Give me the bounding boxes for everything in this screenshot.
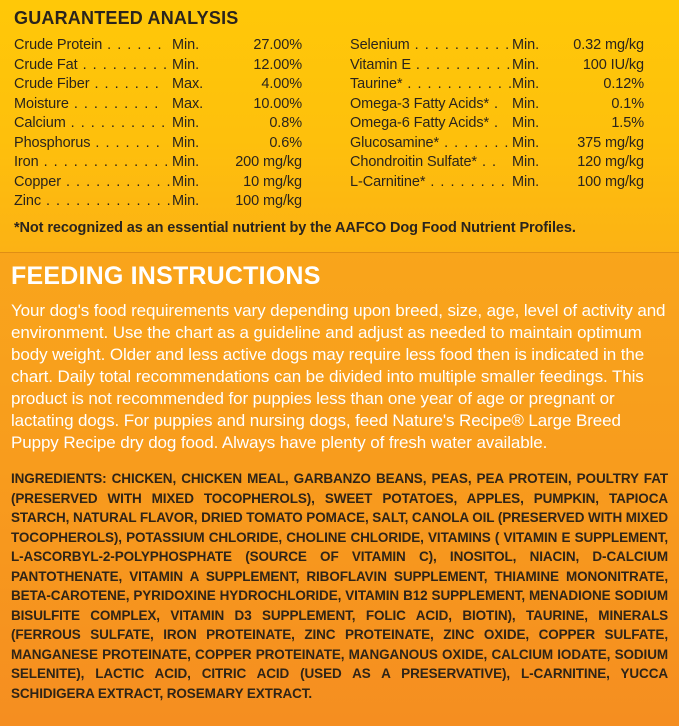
ingredients-label: INGREDIENTS: bbox=[11, 471, 107, 486]
nutrient-basis: Min. bbox=[172, 37, 199, 53]
nutrient-value: 100 mg/kg bbox=[235, 193, 302, 209]
nutrient-basis: Min. bbox=[512, 115, 539, 131]
dot-leader: . . . . . . . . . bbox=[73, 95, 160, 112]
dot-leader: . . . . . . . bbox=[95, 134, 161, 151]
nutrient-table-left: Crude Protein. . . . . . Min. 27.00% Cru… bbox=[14, 36, 302, 212]
nutrient-basis: Min. bbox=[172, 173, 199, 190]
nutrient-name: Iron. . . . . . . . . . . . . bbox=[14, 154, 170, 170]
guaranteed-analysis-section: GUARANTEED ANALYSIS Crude Protein. . . .… bbox=[0, 0, 679, 252]
dot-leader: . . . . . . bbox=[107, 37, 163, 53]
dot-leader: . . . . . . . . . . bbox=[70, 115, 167, 131]
nutrient-name: Crude Protein. . . . . . bbox=[14, 37, 163, 53]
table-row: L-Carnitine*. . . . . . . . . Min. 100 m… bbox=[350, 173, 644, 193]
nutrient-name: L-Carnitine*. . . . . . . . . bbox=[350, 173, 512, 193]
table-row: Selenium. . . . . . . . . . Min. 0.32 mg… bbox=[350, 36, 644, 56]
dot-leader: . . . . . . . . . bbox=[82, 56, 169, 73]
dot-leader: . . bbox=[481, 154, 498, 170]
nutrient-name: Crude Fat. . . . . . . . . bbox=[14, 56, 169, 73]
nutrient-value: 375 mg/kg bbox=[577, 134, 644, 151]
nutrient-name: Selenium. . . . . . . . . . bbox=[350, 37, 511, 53]
nutrient-value: 120 mg/kg bbox=[577, 154, 644, 170]
nutrient-value: 10 mg/kg bbox=[243, 173, 302, 190]
nutrient-basis: Min. bbox=[512, 134, 539, 151]
nutrient-basis: Min. bbox=[512, 56, 539, 73]
nutrient-name: Vitamin E. . . . . . . . . . bbox=[350, 56, 512, 73]
dot-leader: . bbox=[494, 115, 500, 131]
nutrient-basis: Min. bbox=[512, 76, 539, 92]
dot-leader: . . . . . . . . . . . . . bbox=[46, 193, 172, 209]
nutrient-name: Taurine*. . . . . . . . . . . bbox=[350, 76, 512, 92]
ingredients-list: CHICKEN, CHICKEN MEAL, GARBANZO BEANS, P… bbox=[11, 471, 668, 701]
table-row: Copper. . . . . . . . . . . Min. 10 mg/k… bbox=[14, 173, 302, 193]
nutrient-basis: Min. bbox=[172, 154, 199, 170]
nutrient-value: 0.12% bbox=[603, 76, 644, 92]
table-row: Calcium. . . . . . . . . . Min. 0.8% bbox=[14, 114, 302, 134]
feeding-instructions-section: FEEDING INSTRUCTIONS Your dog's food req… bbox=[0, 252, 679, 726]
nutrient-basis: Min. bbox=[172, 134, 199, 151]
nutrient-value: 1.5% bbox=[611, 115, 644, 131]
table-row: Crude Protein. . . . . . Min. 27.00% bbox=[14, 36, 302, 56]
dot-leader: . . . . . . . bbox=[444, 134, 510, 151]
nutrient-name: Moisture. . . . . . . . . bbox=[14, 95, 160, 112]
nutrient-name: Omega-3 Fatty Acids*. bbox=[350, 95, 500, 112]
table-row: Glucosamine*. . . . . . . Min. 375 mg/kg bbox=[350, 134, 644, 154]
nutrient-value: 0.8% bbox=[269, 115, 302, 131]
nutrient-basis: Min. bbox=[172, 193, 199, 209]
nutrient-name: Glucosamine*. . . . . . . bbox=[350, 134, 510, 151]
nutrient-basis: Min. bbox=[172, 115, 199, 131]
nutrient-basis: Min. bbox=[512, 37, 539, 53]
nutrient-value: 0.1% bbox=[611, 95, 644, 112]
nutrient-basis: Min. bbox=[512, 154, 539, 170]
nutrient-value: 10.00% bbox=[253, 95, 302, 112]
dot-leader: . . . . . . . bbox=[94, 76, 160, 92]
dot-leader: . . . . . . . . . . . bbox=[65, 173, 172, 190]
nutrient-name: Crude Fiber. . . . . . . bbox=[14, 76, 160, 92]
nutrient-value: 200 mg/kg bbox=[235, 154, 302, 170]
nutrient-tables: Crude Protein. . . . . . Min. 27.00% Cru… bbox=[14, 36, 665, 212]
table-row: Iron. . . . . . . . . . . . . Min. 200 m… bbox=[14, 153, 302, 173]
nutrient-basis: Max. bbox=[172, 95, 204, 112]
ingredients-paragraph: INGREDIENTS: CHICKEN, CHICKEN MEAL, GARB… bbox=[11, 469, 668, 703]
nutrient-basis: Min. bbox=[512, 95, 539, 112]
nutrient-name: Copper. . . . . . . . . . . bbox=[14, 173, 172, 190]
table-row: Omega-6 Fatty Acids*. Min. 1.5% bbox=[350, 114, 644, 134]
nutrient-name: Phosphorus. . . . . . . bbox=[14, 134, 161, 151]
nutrient-basis: Min. bbox=[512, 173, 539, 190]
nutrient-value: 100 IU/kg bbox=[582, 56, 644, 73]
nutrient-value: 0.32 mg/kg bbox=[573, 37, 644, 53]
dot-leader: . . . . . . . . . . . bbox=[407, 76, 512, 92]
table-row: Moisture. . . . . . . . . Max. 10.00% bbox=[14, 95, 302, 115]
dot-leader: . . . . . . . . . . . . . bbox=[43, 154, 170, 170]
table-row: Taurine*. . . . . . . . . . . Min. 0.12% bbox=[350, 75, 644, 95]
nutrient-value: 0.6% bbox=[269, 134, 302, 151]
feeding-instructions-body: Your dog's food requirements vary depend… bbox=[11, 301, 666, 452]
table-row: Zinc. . . . . . . . . . . . . Min. 100 m… bbox=[14, 192, 302, 212]
nutrient-value: 4.00% bbox=[261, 76, 302, 92]
nutrient-name: Omega-6 Fatty Acids*. bbox=[350, 115, 500, 131]
nutrient-name: Zinc. . . . . . . . . . . . . bbox=[14, 193, 172, 209]
nutrient-table-right: Selenium. . . . . . . . . . Min. 0.32 mg… bbox=[350, 36, 644, 212]
table-row: Chondroitin Sulfate*. . Min. 120 mg/kg bbox=[350, 153, 644, 173]
nutrient-basis: Max. bbox=[172, 76, 204, 92]
table-row: Phosphorus. . . . . . . Min. 0.6% bbox=[14, 134, 302, 154]
nutrient-value: 100 mg/kg bbox=[577, 173, 644, 190]
nutrient-value: 12.00% bbox=[253, 56, 302, 73]
table-row: Crude Fat. . . . . . . . . Min. 12.00% bbox=[14, 56, 302, 76]
aafco-footnote: *Not recognized as an essential nutrient… bbox=[14, 219, 576, 236]
dot-leader: . . . . . . . . . . bbox=[414, 37, 511, 53]
dot-leader: . . . . . . . . . . bbox=[415, 56, 512, 73]
table-row: Omega-3 Fatty Acids*. Min. 0.1% bbox=[350, 95, 644, 115]
nutrient-value: 27.00% bbox=[253, 37, 302, 53]
dot-leader: . bbox=[494, 95, 500, 112]
dot-leader: . . . . . . . . . bbox=[430, 173, 512, 190]
nutrient-name: Calcium. . . . . . . . . . bbox=[14, 115, 167, 131]
nutrient-basis: Min. bbox=[172, 56, 199, 73]
feeding-instructions-title: FEEDING INSTRUCTIONS bbox=[11, 262, 321, 290]
nutrient-name: Chondroitin Sulfate*. . bbox=[350, 154, 498, 170]
table-row: Crude Fiber. . . . . . . Max. 4.00% bbox=[14, 75, 302, 95]
table-row: Vitamin E. . . . . . . . . . Min. 100 IU… bbox=[350, 56, 644, 76]
guaranteed-analysis-title: GUARANTEED ANALYSIS bbox=[14, 8, 239, 28]
